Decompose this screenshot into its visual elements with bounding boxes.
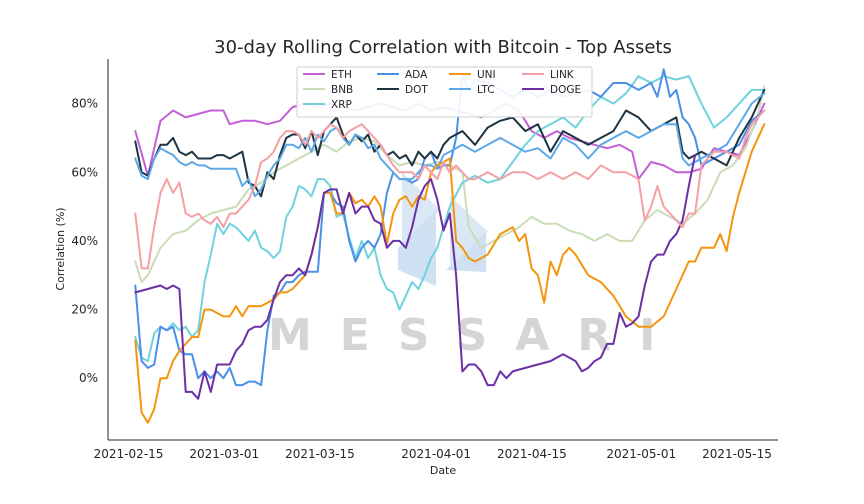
y-tick-label: 20% [71, 303, 98, 317]
series-line-dot [134, 88, 766, 198]
legend-label-ltc: LTC [477, 84, 495, 96]
y-tick-label: 80% [71, 97, 98, 111]
x-axis-label: Date [430, 464, 457, 477]
y-tick-label: 40% [71, 234, 98, 248]
legend-label-bnb: BNB [331, 84, 353, 96]
x-tick-label: 2021-05-01 [606, 447, 676, 461]
legend: ETH ADA UNI LINK BNB DOT LTC DOGE XRP [296, 66, 593, 118]
legend-label-uni: UNI [477, 69, 496, 81]
series-line-uni [134, 123, 766, 424]
series-lines [134, 68, 766, 424]
series-line-doge [134, 154, 697, 400]
legend-box [296, 66, 593, 118]
legend-label-link: LINK [550, 69, 575, 81]
x-tick-label: 2021-05-15 [702, 447, 772, 461]
x-tick-label: 2021-02-15 [94, 447, 164, 461]
series-line-link [134, 109, 766, 270]
x-tick-label: 2021-04-01 [401, 447, 471, 461]
x-tick-labels: 2021-02-15 2021-03-01 2021-03-15 2021-04-01… [94, 447, 772, 461]
legend-label-ada: ADA [405, 69, 428, 81]
series-line-ada [134, 68, 766, 387]
legend-label-xrp: XRP [331, 99, 352, 111]
legend-label-doge: DOGE [550, 84, 581, 96]
x-tick-label: 2021-04-15 [497, 447, 567, 461]
y-tick-label: 60% [71, 165, 98, 179]
legend-label-dot: DOT [405, 84, 428, 96]
axes [107, 59, 778, 441]
legend-label-eth: ETH [331, 69, 352, 81]
x-tick-label: 2021-03-15 [285, 447, 355, 461]
y-tick-labels: 0% 20% 40% 60% 80% [71, 97, 98, 386]
x-tick-label: 2021-03-01 [189, 447, 259, 461]
y-axis-label: Correlation (%) [54, 207, 67, 290]
y-tick-label: 0% [79, 371, 98, 385]
series-line-ltc [134, 92, 766, 198]
watermark: MESSARI [268, 172, 656, 361]
series-line-xrp [134, 75, 766, 363]
chart-title: 30-day Rolling Correlation with Bitcoin … [214, 37, 672, 58]
